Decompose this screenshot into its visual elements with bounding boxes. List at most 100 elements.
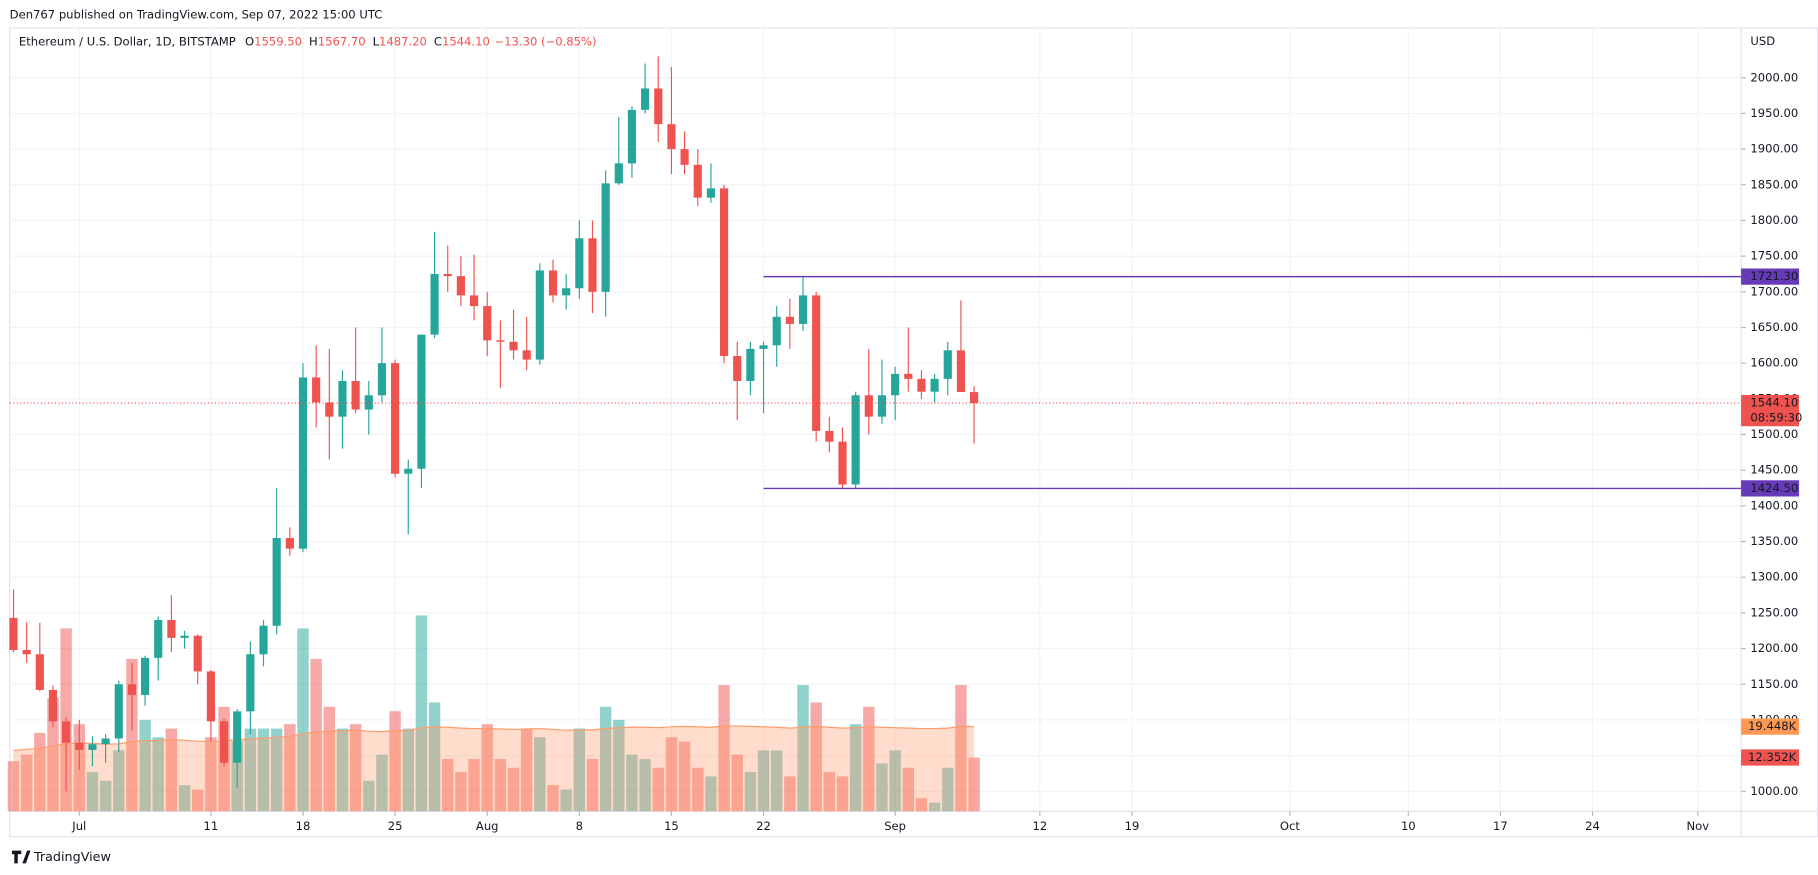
candle-body: [759, 345, 768, 349]
volume-bar: [178, 785, 191, 812]
candle-body: [812, 295, 821, 431]
candle-body: [706, 188, 715, 198]
volume-ma-label-box: [1741, 718, 1800, 735]
candle-body: [233, 711, 242, 763]
volume-bar: [665, 737, 678, 812]
candle-body: [443, 273, 452, 277]
candle-body: [9, 617, 18, 651]
candle-body: [654, 88, 663, 125]
volume-bar: [455, 772, 467, 812]
candle-body: [285, 537, 294, 549]
x-tick-label: 11: [204, 819, 219, 833]
legend-symbol: Ethereum / U.S. Dollar, 1D, BITSTAMP: [19, 34, 236, 48]
volume-bar: [310, 658, 322, 812]
candle-body: [417, 334, 426, 469]
candle-body: [338, 381, 347, 417]
candle-body: [930, 378, 939, 392]
level-label-box: [1741, 268, 1800, 285]
x-tick-label: 22: [756, 819, 771, 833]
volume-bar: [863, 706, 875, 812]
candle-body: [430, 273, 439, 335]
candle-body: [88, 744, 97, 750]
volume-bar: [968, 757, 980, 812]
volume-bar: [534, 737, 546, 812]
legend-value: 1487.20: [379, 34, 427, 48]
volume-bar: [692, 767, 704, 812]
y-tick-label: 2000.00: [1750, 70, 1798, 84]
candle-body: [575, 238, 584, 289]
candle-body: [588, 238, 597, 292]
volume-bar: [270, 728, 283, 812]
candle-body: [838, 441, 847, 485]
volume-bar: [810, 702, 822, 812]
candle-body: [206, 671, 215, 722]
volume-bar: [257, 728, 270, 812]
volume-bar: [586, 759, 599, 812]
author-line: Den767 published on TradingView.com, Sep…: [10, 8, 383, 22]
y-tick-label: 1900.00: [1750, 142, 1798, 156]
y-tick-label: 1200.00: [1750, 641, 1798, 655]
candle-body: [259, 625, 268, 655]
candle-body: [48, 689, 58, 722]
volume-bar: [626, 754, 638, 812]
candle-body: [456, 276, 465, 296]
candle-body: [864, 395, 873, 417]
volume-ma-line: [13, 725, 975, 751]
x-tick-label: 18: [296, 819, 311, 833]
y-tick-label: 1600.00: [1750, 356, 1798, 370]
y-tick-label: 1450.00: [1750, 463, 1798, 477]
x-tick-label: 25: [388, 819, 403, 833]
volume-bar: [942, 767, 954, 812]
candle-body: [325, 402, 334, 417]
volume-bar: [442, 759, 454, 812]
level-label: 1721.30: [1750, 269, 1798, 283]
volume-bar: [336, 728, 349, 812]
candle-body: [667, 124, 676, 150]
candle-body: [917, 378, 926, 392]
volume-bar: [20, 754, 33, 812]
volume-bar: [889, 750, 901, 812]
volume-bar: [928, 802, 941, 812]
volume-bar: [244, 728, 257, 812]
y-tick-label: 1800.00: [1750, 213, 1798, 227]
candle-body: [548, 270, 558, 296]
volume-label-box: [1741, 749, 1800, 766]
x-tick-label: 10: [1401, 819, 1416, 833]
volume-bar: [297, 628, 309, 812]
volume-bar: [955, 685, 967, 812]
candle-body: [351, 381, 360, 410]
volume-bar: [34, 732, 46, 812]
volume-bar: [481, 724, 493, 812]
candle-body: [377, 363, 387, 396]
candle-body: [509, 341, 518, 351]
volume-bar: [99, 780, 112, 812]
candle-body: [391, 363, 400, 474]
level-label-box: [1741, 480, 1800, 497]
candle-body: [167, 620, 176, 638]
x-tick-label: Nov: [1687, 819, 1710, 833]
volume-bar: [402, 728, 414, 812]
y-tick-label: 1150.00: [1750, 677, 1798, 691]
volume-bar: [784, 776, 796, 812]
candle-body: [101, 738, 110, 745]
volume-bar: [47, 698, 59, 812]
candle-body: [562, 288, 571, 296]
volume-ma-area: [13, 725, 975, 812]
volume-bar: [797, 685, 809, 812]
candle-body: [154, 620, 163, 658]
volume-bar: [705, 776, 717, 812]
volume-bar: [652, 767, 664, 812]
legend-value: 1559.50: [254, 34, 302, 48]
volume-bar: [639, 759, 651, 812]
last-price-box: [1741, 394, 1800, 427]
volume-bar: [770, 750, 783, 812]
x-tick-label: Jul: [71, 819, 86, 833]
y-tick-label: 1400.00: [1750, 498, 1798, 512]
volume-bar: [376, 754, 388, 812]
volume-bar: [613, 719, 625, 812]
candle-body: [825, 430, 834, 442]
candle-body: [127, 684, 137, 695]
candle-body: [680, 149, 689, 165]
volume-bar: [836, 776, 849, 812]
